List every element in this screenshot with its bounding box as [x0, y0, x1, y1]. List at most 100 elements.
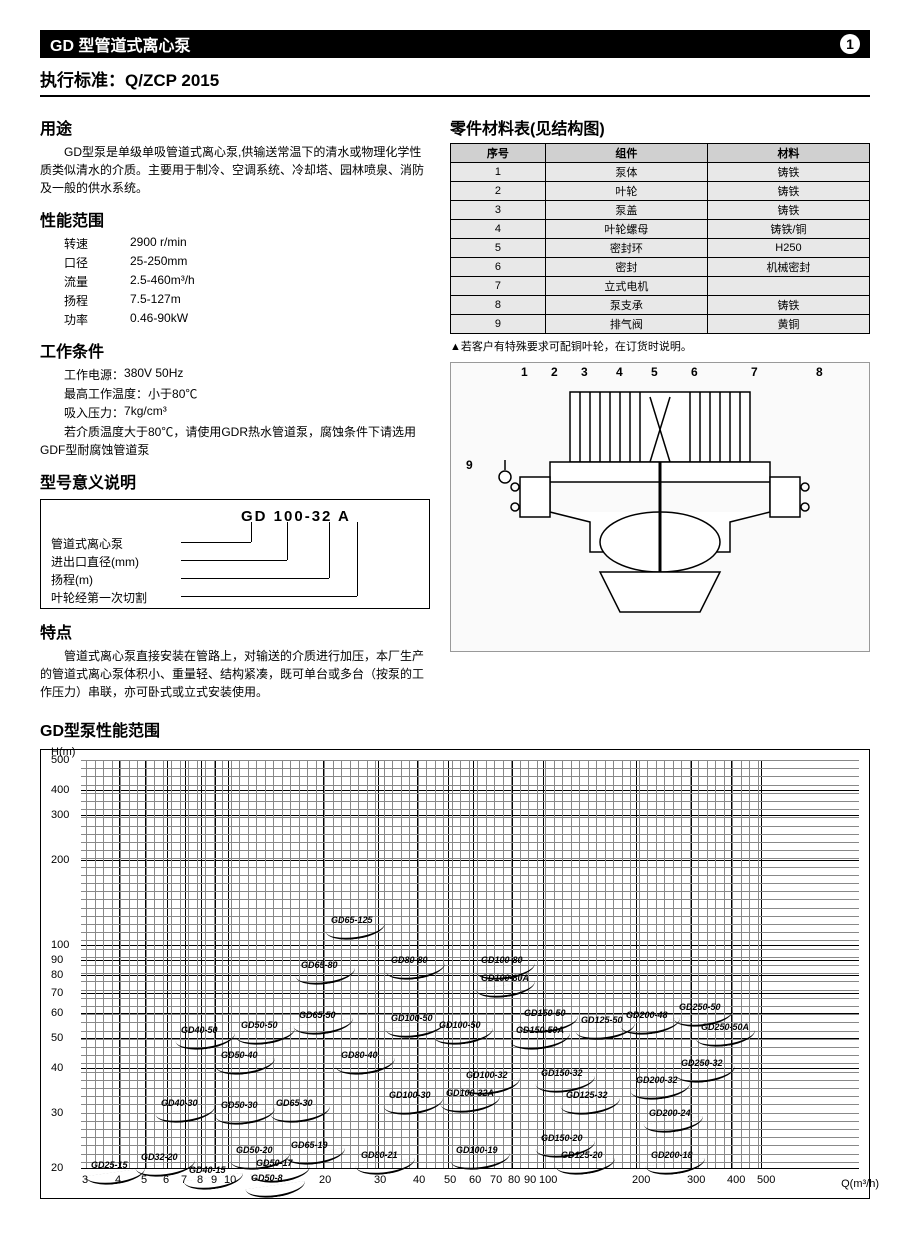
model-box: GD 100-32 A 管道式离心泵进出口直径(mm)扬程(m)叶轮经第一次切割: [40, 499, 430, 609]
spec-row: 转速2900 r/min: [40, 235, 430, 252]
x-tick: 40: [413, 1174, 425, 1186]
y-tick: 300: [51, 809, 69, 821]
spec-label: 转速: [40, 235, 130, 252]
y-tick: 40: [51, 1062, 63, 1074]
curve-label: GD40-15: [189, 1165, 226, 1175]
curve-label: GD50-17: [256, 1158, 293, 1168]
y-tick: 70: [51, 987, 63, 999]
table-row: 8泵支承铸铁: [451, 296, 870, 315]
table-row: 5密封环H250: [451, 239, 870, 258]
diagram-leader-num: 2: [551, 365, 558, 379]
table-row: 7立式电机: [451, 277, 870, 296]
spec-value: 0.46-90kW: [130, 311, 430, 328]
diagram-leader-num: 4: [616, 365, 623, 379]
td: [707, 277, 869, 296]
td: H250: [707, 239, 869, 258]
y-tick: 500: [51, 754, 69, 766]
perf-rows: 转速2900 r/min口径25-250mm流量2.5-460m³/h扬程7.5…: [40, 235, 430, 328]
td: 9: [451, 315, 546, 334]
model-line-label: 扬程(m): [51, 571, 93, 588]
curve-label: GD100-50: [391, 1013, 433, 1023]
curve-label: GD65-50: [299, 1010, 336, 1020]
x-tick: 50: [444, 1174, 456, 1186]
x-axis-label: Q(m³/h): [841, 1178, 879, 1190]
td: 铸铁: [707, 163, 869, 182]
td: 铸铁: [707, 182, 869, 201]
td: 立式电机: [545, 277, 707, 296]
model-title: 型号意义说明: [40, 469, 430, 493]
x-tick: 60: [469, 1174, 481, 1186]
spec-row: 功率0.46-90kW: [40, 311, 430, 328]
diagram-leader-num: 1: [521, 365, 528, 379]
model-line-label: 进出口直径(mm): [51, 553, 139, 570]
model-line-label: 管道式离心泵: [51, 535, 123, 552]
td: 8: [451, 296, 546, 315]
model-code: GD 100-32 A: [241, 508, 351, 525]
td: 黄铜: [707, 315, 869, 334]
curve-label: GD65-80: [301, 960, 338, 970]
y-tick: 30: [51, 1107, 63, 1119]
curve-label: GD50-30: [221, 1100, 258, 1110]
td: 铸铁/铜: [707, 220, 869, 239]
curve-label: GD25-15: [91, 1160, 128, 1170]
curve-label: GD150-50: [524, 1008, 566, 1018]
y-tick: 20: [51, 1162, 63, 1174]
td: 1: [451, 163, 546, 182]
spec-value: 7.5-127m: [130, 292, 430, 309]
spec-label: 吸入压力：: [40, 404, 124, 421]
perf-chart: H(m) Q(m³/h) 500400300200100908070605040…: [40, 749, 870, 1199]
curve-label: GD100-80A: [481, 973, 529, 983]
diagram-leader-num: 6: [691, 365, 698, 379]
curve-label: GD150-50A: [516, 1025, 564, 1035]
curve-label: GD250-50: [679, 1002, 721, 1012]
curve-label: GD100-50: [439, 1020, 481, 1030]
spec-value: 2900 r/min: [130, 235, 430, 252]
spec-value: 7kg/cm³: [124, 404, 430, 421]
th: 序号: [451, 144, 546, 163]
purpose-title: 用途: [40, 115, 430, 139]
curve-label: GD65-30: [276, 1098, 313, 1108]
td: 3: [451, 201, 546, 220]
workcond-title: 工作条件: [40, 338, 430, 362]
td: 泵体: [545, 163, 707, 182]
x-tick: 500: [757, 1174, 775, 1186]
td: 密封环: [545, 239, 707, 258]
curve-label: GD125-20: [561, 1150, 603, 1160]
curve-label: GD80-21: [361, 1150, 398, 1160]
parts-note: ▲若客户有特殊要求可配铜叶轮，在订货时说明。: [450, 338, 870, 354]
table-row: 6密封机械密封: [451, 258, 870, 277]
x-tick: 300: [687, 1174, 705, 1186]
th: 材料: [707, 144, 869, 163]
curve-label: GD40-50: [181, 1025, 218, 1035]
pump-svg: [470, 372, 850, 642]
diagram-leader-num: 5: [651, 365, 658, 379]
standard-line: 执行标准：Q/ZCP 2015: [40, 62, 870, 97]
y-tick: 50: [51, 1032, 63, 1044]
curve-label: GD50-50: [241, 1020, 278, 1030]
spec-row: 工作电源：380V 50Hz: [40, 366, 430, 383]
spec-value: 小于80℃: [148, 385, 430, 402]
curve-label: GD40-30: [161, 1098, 198, 1108]
td: 泵支承: [545, 296, 707, 315]
spec-row: 口径25-250mm: [40, 254, 430, 271]
td: 叶轮: [545, 182, 707, 201]
curve-label: GD250-50A: [701, 1022, 749, 1032]
y-tick: 100: [51, 939, 69, 951]
y-tick: 60: [51, 1007, 63, 1019]
curve-label: GD32-20: [141, 1152, 178, 1162]
y-tick: 400: [51, 784, 69, 796]
curve-label: GD125-32: [566, 1090, 608, 1100]
workcond-rows: 工作电源：380V 50Hz最高工作温度：小于80℃吸入压力：7kg/cm³: [40, 366, 430, 421]
x-tick: 20: [319, 1174, 331, 1186]
spec-label: 流量: [40, 273, 130, 290]
table-row: 4叶轮螺母铸铁/铜: [451, 220, 870, 239]
curve-label: GD50-40: [221, 1050, 258, 1060]
spec-label: 功率: [40, 311, 130, 328]
features-text: 管道式离心泵直接安装在管路上，对输送的介质进行加压，本厂生产的管道式离心泵体积小…: [40, 647, 430, 701]
curve-label: GD100-19: [456, 1145, 498, 1155]
curve-label: GD80-40: [341, 1050, 378, 1060]
page-header: GD 型管道式离心泵 1: [40, 30, 870, 58]
curve-label: GD50-20: [236, 1145, 273, 1155]
x-tick: 100: [539, 1174, 557, 1186]
x-tick: 30: [374, 1174, 386, 1186]
